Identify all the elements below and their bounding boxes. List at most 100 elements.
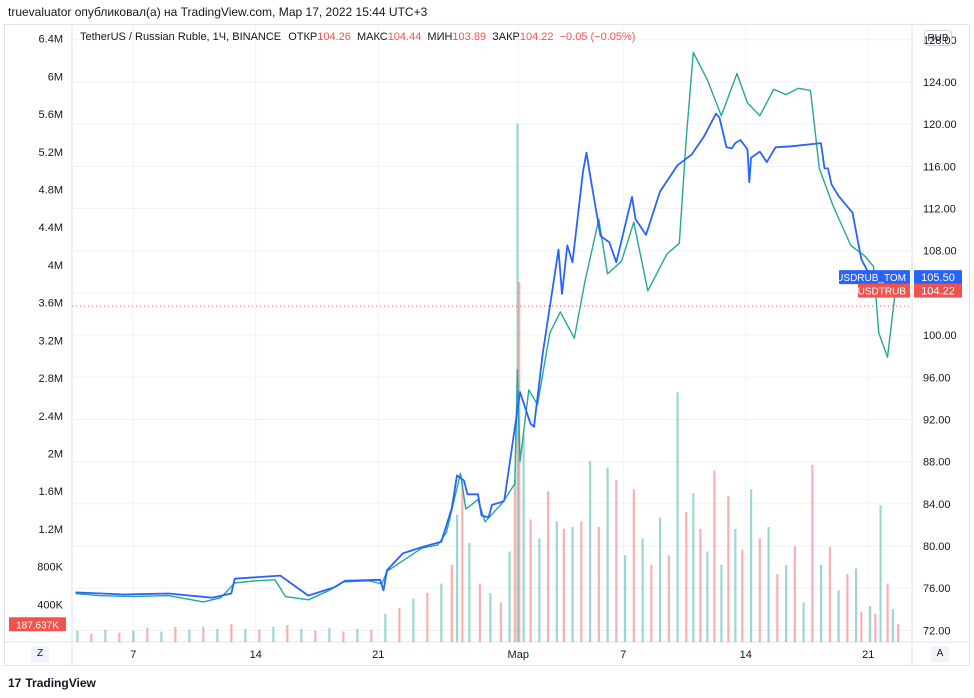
- volume-tick-label: 5.6M: [39, 109, 63, 121]
- price-tick-label: 96.00: [923, 372, 951, 384]
- volume-bar: [370, 629, 373, 642]
- currency-button[interactable]: RUB: [924, 30, 952, 46]
- volume-bar: [828, 546, 831, 642]
- series-name-text: USDRUB_TOM: [836, 273, 906, 284]
- legend-change: −0.05 (−0.05%): [559, 31, 636, 43]
- volume-bar: [342, 631, 345, 642]
- volume-bar: [874, 613, 877, 642]
- footer-brand[interactable]: TradingView: [25, 676, 96, 690]
- volume-bar: [706, 551, 709, 642]
- volume-bar: [118, 632, 121, 642]
- volume-axis: 400K 800K 1.2M 1.6M 2M 2.4M 2.8M 3.2M 3.6M 4M 4.4M…: [37, 34, 63, 612]
- volume-bar: [720, 564, 723, 642]
- price-tick-label: 84.00: [923, 499, 951, 511]
- volume-bar: [758, 538, 761, 642]
- volume-last-tag: [9, 617, 66, 632]
- price-tag: [914, 283, 962, 298]
- series-name-text: USDTRUB: [858, 287, 907, 298]
- volume-bar: [692, 493, 695, 642]
- volume-tick-label: 1.2M: [39, 524, 63, 536]
- volume-bar: [562, 528, 565, 642]
- legend: TetherUS / Russian Ruble, 1Ч, BINANCE ОТ…: [80, 31, 635, 43]
- volume-bar: [499, 602, 502, 642]
- legend-high: 104.44: [387, 31, 422, 43]
- volume-bar: [820, 564, 823, 642]
- auto-scale-button[interactable]: A: [931, 646, 949, 662]
- volume-bar: [440, 583, 443, 642]
- volume-bar: [518, 281, 521, 642]
- volume-tick-label: 2.8M: [39, 373, 63, 385]
- volume-tick-label: 4.8M: [39, 185, 63, 197]
- volume-bar: [615, 479, 618, 642]
- volume-bar: [538, 538, 541, 642]
- time-tick-label: Мар: [507, 649, 529, 661]
- time-tick-label: 21: [862, 649, 874, 661]
- volume-bar: [286, 625, 289, 642]
- volume-bar: [776, 574, 779, 642]
- volume-bar: [356, 628, 359, 642]
- volume-bar: [846, 574, 849, 642]
- usdrub-tom-line: [75, 112, 903, 599]
- volume-bar: [468, 543, 471, 642]
- volume-tick-label: 6.4M: [39, 34, 63, 46]
- volume-tick-label: 4M: [48, 260, 63, 272]
- price-tick-label: 120.00: [923, 119, 957, 131]
- volume-bar: [328, 627, 331, 642]
- time-tick-label: 14: [740, 649, 752, 661]
- volume-bar: [785, 564, 788, 642]
- last-value-tags: USDRUB_TOM 105.50 USDTRUB 104.22 187.637K: [9, 270, 962, 632]
- volume-bar: [811, 464, 814, 642]
- price-tag-text: 104.22: [921, 286, 955, 298]
- zoom-button[interactable]: Z: [31, 646, 49, 662]
- volume-tick-label: 5.2M: [39, 147, 63, 159]
- volume-bar: [547, 491, 550, 642]
- price-tick-label: 124.00: [923, 77, 957, 89]
- volume-bar: [258, 629, 261, 642]
- price-tick-label: 76.00: [923, 583, 951, 595]
- volume-tick-label: 800K: [37, 562, 63, 574]
- usdtrub-price-line: [75, 51, 899, 603]
- volume-bar: [802, 602, 805, 642]
- series-name-tag: [857, 283, 910, 298]
- volume-tick-label: 6M: [48, 71, 63, 83]
- volume-bar: [699, 528, 702, 642]
- price-tick-label: 112.00: [923, 204, 956, 216]
- time-tick-label: 21: [372, 649, 384, 661]
- volume-bar: [624, 555, 627, 642]
- volume-bar: [90, 633, 93, 642]
- price-axis: 72.00 76.00 80.00 84.00 88.00 92.00 96.00 100.0…: [923, 35, 957, 638]
- volume-bar: [571, 526, 574, 642]
- volume-tick-label: 4.4M: [39, 222, 63, 234]
- volume-bar: [767, 526, 770, 642]
- time-tick-label: 7: [620, 649, 626, 661]
- volume-bar: [641, 538, 644, 642]
- price-tag: [914, 270, 962, 285]
- volume-bar: [855, 568, 858, 642]
- volume-tick-label: 2.4M: [39, 411, 63, 423]
- volume-last-text: 187.637K: [16, 620, 59, 631]
- legend-open: 104.26: [317, 31, 351, 43]
- volume-bar: [837, 590, 840, 642]
- tradingview-logo-icon: 17: [8, 676, 22, 690]
- volume-bar: [230, 624, 233, 642]
- volume-bar: [676, 392, 679, 642]
- legend-close: 104.22: [519, 31, 554, 43]
- last-value-tag: USDRUB_TOM 105.50: [836, 270, 962, 285]
- volume-bar: [216, 628, 219, 642]
- legend-symbol: TetherUS / Russian Ruble, 1Ч, BINANCE: [80, 31, 282, 43]
- volume-bar: [891, 609, 894, 642]
- legend-open-label: ОТКР: [288, 31, 318, 43]
- volume-bar: [529, 519, 532, 642]
- volume-bar: [713, 470, 716, 642]
- volume-bar: [398, 608, 401, 642]
- time-axis: 7 14 21 Мар 7 14 21: [130, 649, 874, 661]
- price-tick-label: 88.00: [923, 457, 951, 469]
- volume-bar: [146, 627, 149, 642]
- volume-bar: [314, 630, 317, 642]
- volume-tick-label: 3.2M: [39, 335, 63, 347]
- volume-bar: [104, 629, 107, 642]
- volume-bar: [300, 628, 303, 642]
- last-value-tag: USDTRUB 104.22: [857, 283, 962, 298]
- price-tick-label: 116.00: [923, 161, 956, 173]
